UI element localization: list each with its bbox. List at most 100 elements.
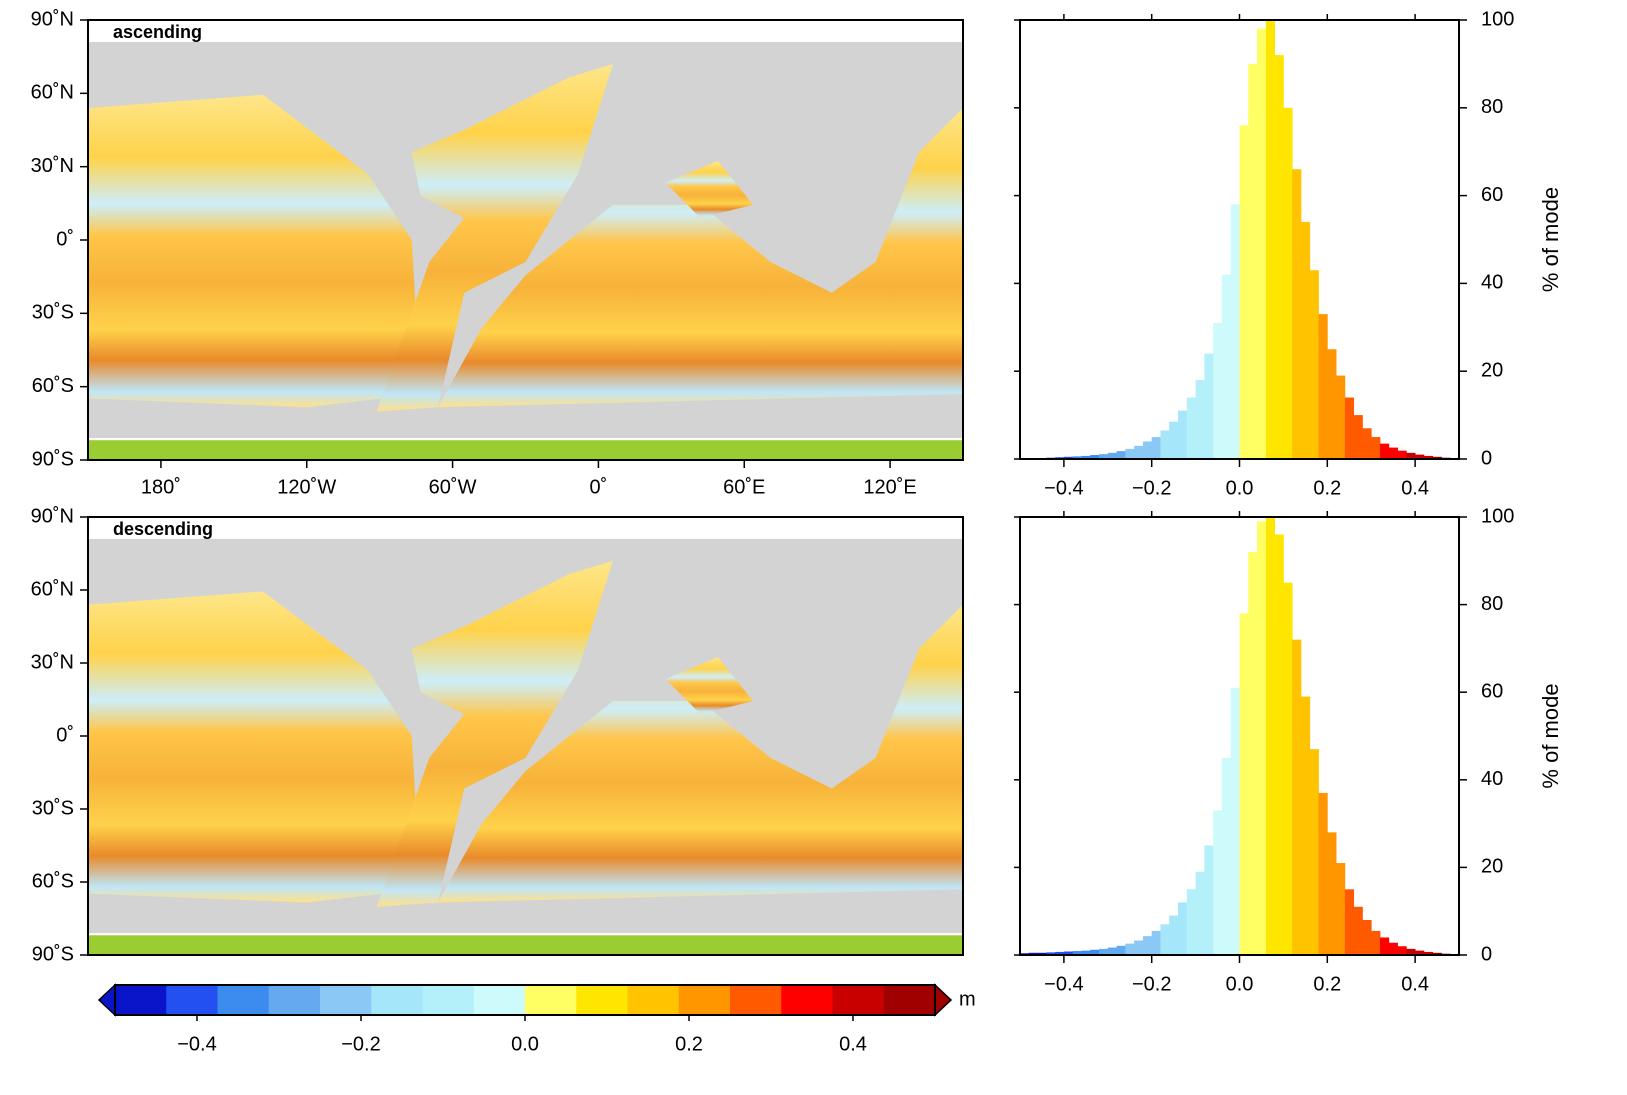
histogram-bar xyxy=(1072,456,1082,459)
histogram-bar xyxy=(1090,455,1100,459)
histogram-bar xyxy=(1037,952,1047,955)
histogram-bar xyxy=(1116,451,1126,459)
y-tick-label: 60˚N xyxy=(31,578,74,600)
colorbar-arrow xyxy=(934,983,953,1017)
x-tick-label: −0.4 xyxy=(1044,973,1083,995)
x-tick-label: 120˚W xyxy=(277,476,336,498)
histogram-bar xyxy=(1169,421,1179,459)
histogram-bar xyxy=(1336,375,1346,459)
histogram-bar xyxy=(1432,952,1442,955)
y-tick-label: 20 xyxy=(1481,359,1503,381)
colorbar-swatch xyxy=(678,985,731,1015)
y-tick-label: 40 xyxy=(1481,272,1503,294)
histogram-bar xyxy=(1151,437,1161,459)
histogram-bar xyxy=(1125,448,1135,459)
y-tick-label: 90˚S xyxy=(32,448,74,470)
histogram-bar xyxy=(1353,906,1363,955)
histogram-bar xyxy=(1107,947,1117,955)
histogram-bar xyxy=(1090,949,1100,955)
y-tick-label: 0˚ xyxy=(56,724,74,746)
y-tick-label: 90˚S xyxy=(32,943,74,965)
histogram-bar xyxy=(1397,450,1407,459)
histogram-bar xyxy=(1379,937,1390,955)
histogram-bar xyxy=(1362,428,1372,459)
y-tick-label: 60˚S xyxy=(32,870,74,892)
histogram-bar xyxy=(1221,274,1232,459)
histogram-bar xyxy=(1371,437,1381,459)
map-label: ascending xyxy=(113,22,202,42)
histogram-bar xyxy=(1257,521,1267,955)
histogram-bar xyxy=(1423,455,1434,459)
histogram-bar xyxy=(1344,397,1355,459)
x-tick-label: 0.4 xyxy=(1401,477,1429,499)
histogram-bar xyxy=(1432,456,1442,459)
colorbar-swatch xyxy=(730,985,782,1015)
histogram-bar xyxy=(1309,749,1319,955)
x-tick-label: 0.0 xyxy=(1226,973,1254,995)
colorbar-swatch xyxy=(422,985,475,1015)
antarctica xyxy=(88,935,963,955)
histogram-bar xyxy=(1178,902,1188,955)
colorbar-arrow xyxy=(97,983,116,1017)
colorbar-swatch xyxy=(371,985,423,1015)
histogram-bar xyxy=(1388,942,1398,955)
ocean-region xyxy=(88,94,421,408)
histogram-bar xyxy=(1292,639,1302,955)
x-tick-label: −0.4 xyxy=(1044,477,1083,499)
x-tick-label: −0.2 xyxy=(1132,477,1171,499)
histogram-bar xyxy=(1353,415,1363,459)
histogram-bar xyxy=(1265,517,1276,955)
x-tick-label: 60˚E xyxy=(723,476,765,498)
histogram-bar xyxy=(1134,445,1144,459)
y-tick-label: 60˚N xyxy=(31,82,74,104)
histogram-bar xyxy=(1239,613,1249,955)
histogram-bar xyxy=(1055,951,1065,955)
y-tick-label: 40 xyxy=(1481,768,1503,790)
histogram-bar xyxy=(1046,952,1056,955)
histogram-bar xyxy=(1379,443,1390,459)
histogram-bar xyxy=(1318,314,1328,459)
histogram-bar xyxy=(1134,940,1144,955)
colorbar-unit: m xyxy=(959,988,976,1010)
colorbar-swatch xyxy=(525,985,577,1015)
x-tick-label: 0.4 xyxy=(839,1033,867,1055)
colorbar-swatch xyxy=(268,985,321,1015)
histogram-bar xyxy=(1099,948,1109,955)
histogram-bar xyxy=(1309,270,1319,459)
y-tick-label: 100 xyxy=(1481,8,1514,30)
histogram-bar xyxy=(1186,889,1196,955)
y-axis-label: % of mode xyxy=(1538,683,1563,788)
histogram-bar xyxy=(1221,757,1232,955)
histogram-bar xyxy=(1248,63,1258,460)
ocean-region xyxy=(88,591,421,903)
histogram-bar xyxy=(1283,582,1293,955)
colorbar-swatch xyxy=(217,985,270,1015)
colorbar-swatch xyxy=(473,985,526,1015)
colorbar-swatch xyxy=(781,985,833,1015)
histogram-bar xyxy=(1116,945,1126,955)
y-tick-label: 30˚S xyxy=(32,797,74,819)
histogram-bar xyxy=(1213,810,1223,955)
histogram-bar xyxy=(1274,534,1284,955)
x-tick-label: 0.2 xyxy=(1313,477,1341,499)
x-tick-label: 60˚W xyxy=(429,476,477,498)
colorbar-swatch xyxy=(576,985,628,1015)
histogram-bar xyxy=(1292,169,1302,459)
x-tick-label: 0.0 xyxy=(511,1033,539,1055)
histogram-bar xyxy=(1195,871,1205,955)
x-tick-label: −0.2 xyxy=(1132,973,1171,995)
histogram-bar xyxy=(1142,936,1153,955)
y-tick-label: 60 xyxy=(1481,680,1503,702)
y-tick-label: 0 xyxy=(1481,943,1492,965)
histogram-bar xyxy=(1213,322,1223,459)
histogram-bar xyxy=(1125,943,1135,955)
histogram-bar xyxy=(1415,454,1425,459)
ocean-region xyxy=(438,604,963,903)
histogram-bar xyxy=(1415,950,1425,955)
histogram-bar xyxy=(1151,930,1161,955)
histogram-bar xyxy=(1099,454,1109,459)
histogram-bar xyxy=(1300,696,1311,955)
histogram-bar xyxy=(1072,951,1082,955)
y-tick-label: 30˚N xyxy=(31,651,74,673)
y-axis-label: % of mode xyxy=(1538,187,1563,292)
